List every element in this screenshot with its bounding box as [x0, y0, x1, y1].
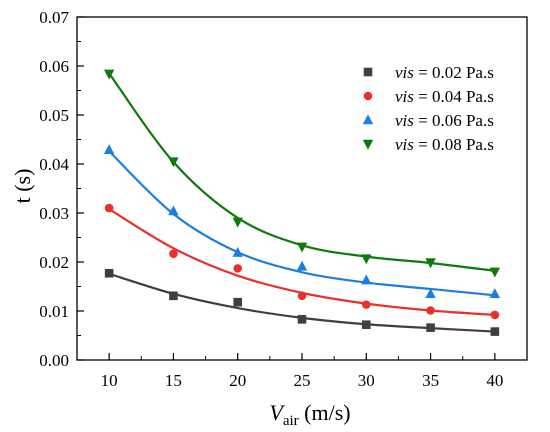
y-tick-label: 0.04 [39, 155, 69, 174]
data-point [297, 315, 307, 324]
data-point [361, 274, 372, 285]
series-2 [104, 203, 500, 320]
legend-label-var: vis [395, 111, 414, 130]
x-tick-label: 40 [486, 371, 503, 390]
legend-label-value: = 0.02 Pa.s [414, 63, 494, 82]
data-point [489, 288, 501, 299]
legend-item: vis = 0.02 Pa.s [363, 63, 494, 82]
data-point [426, 323, 435, 332]
legend-item: vis = 0.04 Pa.s [363, 87, 494, 106]
x-axis-title-sub: air [283, 413, 299, 429]
data-point [296, 242, 308, 253]
data-point [296, 260, 308, 271]
legend-label-var: vis [395, 135, 414, 154]
x-tick-label: 30 [358, 371, 375, 390]
data-point [232, 217, 243, 228]
legend-label-var: vis [395, 63, 414, 82]
legend-label-value: = 0.06 Pa.s [414, 111, 494, 130]
data-point [104, 268, 114, 278]
x-tick-label: 35 [422, 371, 439, 390]
x-axis-title: Vair (m/s) [269, 400, 350, 429]
y-tick-label: 0.07 [39, 8, 69, 27]
x-tick-label: 10 [101, 371, 118, 390]
y-tick-label: 0.01 [39, 302, 69, 321]
series-1 [104, 268, 500, 336]
data-point [361, 300, 371, 309]
data-point [103, 144, 115, 154]
x-tick-label: 15 [165, 371, 182, 390]
data-point [232, 246, 243, 257]
x-axis: 10 15 20 25 30 35 40 [101, 353, 503, 390]
data-point [361, 254, 372, 265]
legend-item: vis = 0.08 Pa.s [362, 135, 494, 154]
data-point [297, 291, 307, 301]
legend-label: vis = 0.02 Pa.s [395, 63, 494, 82]
fit-line [108, 150, 495, 297]
data-point [426, 306, 435, 315]
data-point [168, 205, 179, 216]
data-point [425, 258, 436, 269]
series-4 [103, 69, 501, 278]
legend-marker [363, 67, 373, 77]
legend-marker [362, 114, 374, 125]
data-point [490, 310, 500, 320]
data-point [233, 264, 243, 273]
data-point [233, 297, 243, 307]
x-axis-title-unit: (m/s) [299, 400, 351, 425]
data-point [169, 249, 178, 258]
plot-area [103, 69, 501, 336]
y-tick-label: 0.05 [39, 106, 69, 125]
y-axis: 0.00 0.01 0.02 0.03 0.04 0.05 0.06 0.07 [39, 8, 84, 370]
y-tick-label: 0.02 [39, 253, 69, 272]
legend-label: vis = 0.06 Pa.s [395, 111, 494, 130]
legend-marker [363, 91, 373, 101]
data-point [425, 288, 436, 299]
series-3 [103, 144, 501, 299]
data-point [104, 203, 114, 213]
data-point [490, 327, 500, 336]
legend-marker [362, 139, 374, 150]
legend-label: vis = 0.08 Pa.s [395, 135, 494, 154]
data-point [169, 291, 178, 301]
x-tick-label: 20 [229, 371, 246, 390]
y-tick-label: 0.03 [39, 204, 69, 223]
data-point [361, 320, 371, 330]
x-axis-title-main: V [269, 400, 285, 425]
legend-label: vis = 0.04 Pa.s [395, 87, 494, 106]
legend-label-var: vis [395, 87, 414, 106]
data-point [489, 267, 501, 278]
y-tick-label: 0.06 [39, 57, 69, 76]
data-point [103, 69, 115, 80]
x-tick-label: 25 [294, 371, 311, 390]
y-tick-label: 0.00 [39, 351, 69, 370]
data-point [168, 157, 179, 168]
y-axis-title: t (s) [10, 169, 35, 204]
legend-label-value: = 0.04 Pa.s [414, 87, 494, 106]
legend-label-value: = 0.08 Pa.s [414, 135, 494, 154]
legend-item: vis = 0.06 Pa.s [362, 111, 494, 130]
